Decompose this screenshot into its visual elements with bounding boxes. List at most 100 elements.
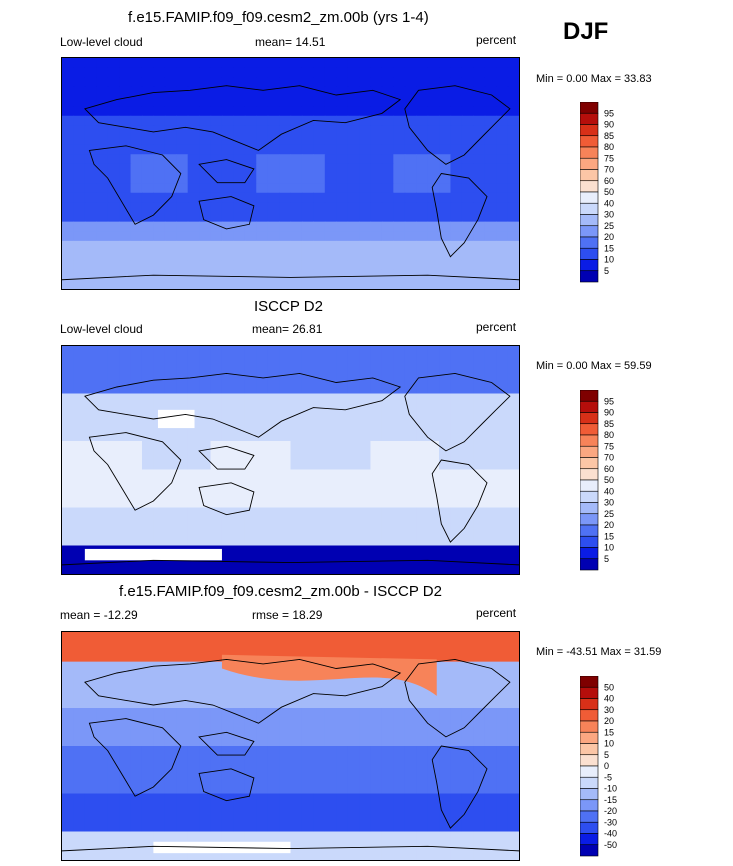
panel3-rmse-label: rmse = 18.29: [252, 608, 323, 622]
panel1-units-label: percent: [476, 33, 517, 47]
colorbar-tick-label: 10: [604, 543, 614, 553]
coastline: [404, 658, 511, 738]
panel2-mean-label: mean= 26.81: [252, 322, 323, 336]
panel3-mean-label: mean = -12.29: [60, 608, 138, 622]
colorbar-box: [580, 112, 599, 125]
colorbar-tick-label: 70: [604, 165, 614, 175]
panel3-map: [61, 631, 520, 861]
panel2-minmax: Min = 0.00 Max = 59.59: [536, 360, 652, 372]
colorbar-tick-label: 85: [604, 131, 614, 141]
colorbar-box: [580, 720, 599, 733]
colorbar-box: [580, 434, 599, 447]
colorbar-tick-label: -5: [604, 772, 612, 782]
colorbar-tick-label: 95: [604, 108, 614, 118]
panel3-units-label: percent: [476, 606, 517, 620]
colorbar-tick-label: 50: [604, 475, 614, 485]
panel2-units-label: percent: [476, 320, 517, 334]
colorbar-tick-label: 85: [604, 419, 614, 429]
panel1-mean-label: mean= 14.51: [255, 35, 326, 49]
colorbar-box: [580, 754, 599, 767]
colorbar-tick-label: 70: [604, 453, 614, 463]
colorbar-box: [580, 558, 599, 571]
colorbar-tick-label: 5: [604, 554, 609, 564]
colorbar-box: [580, 180, 599, 193]
colorbar-tick-label: -15: [604, 795, 617, 805]
colorbar-box: [580, 821, 599, 834]
colorbar-box: [580, 468, 599, 481]
colorbar-tick-label: 25: [604, 509, 614, 519]
colorbar-tick-label: 40: [604, 694, 614, 704]
colorbar-box: [580, 698, 599, 711]
season-label: DJF: [563, 18, 609, 45]
colorbar-tick-label: 60: [604, 464, 614, 474]
panel1-map: [61, 57, 520, 290]
colorbar-box: [580, 102, 599, 114]
colorbar-box: [580, 547, 599, 560]
coastline: [84, 85, 402, 151]
colorbar-box: [580, 191, 599, 204]
colorbar-tick-label: 30: [604, 498, 614, 508]
panel2-title: ISCCP D2: [254, 298, 323, 315]
colorbar-box: [580, 833, 599, 846]
panel1-variable-label: Low-level cloud: [60, 35, 143, 49]
colorbar-tick-label: 80: [604, 142, 614, 152]
coastline: [88, 145, 182, 225]
colorbar-box: [580, 135, 599, 148]
panel1-minmax: Min = 0.00 Max = 33.83: [536, 73, 652, 85]
panel2-map: [61, 345, 520, 575]
colorbar-tick-label: 15: [604, 243, 614, 253]
colorbar-tick-label: 30: [604, 705, 614, 715]
colorbar-tick-label: 90: [604, 120, 614, 130]
colorbar-tick-label: 75: [604, 441, 614, 451]
coastline: [84, 658, 402, 724]
colorbar-box: [580, 146, 599, 159]
panel2-variable-label: Low-level cloud: [60, 322, 143, 336]
coastline: [62, 274, 519, 281]
colorbar-box: [580, 390, 599, 402]
coastline: [404, 372, 511, 452]
colorbar-tick-label: 0: [604, 761, 609, 771]
colorbar-box: [580, 844, 599, 857]
coastline: [198, 445, 255, 470]
colorbar-tick-label: 10: [604, 255, 614, 265]
colorbar-tick-label: 10: [604, 739, 614, 749]
colorbar-tick-label: 30: [604, 210, 614, 220]
coastline: [198, 196, 255, 230]
colorbar-box: [580, 202, 599, 215]
colorbar-box: [580, 731, 599, 744]
colorbar-box: [580, 709, 599, 722]
colorbar-tick-label: -10: [604, 784, 617, 794]
colorbar-box: [580, 490, 599, 503]
coastline: [198, 159, 255, 184]
coastline: [198, 731, 255, 756]
colorbar-box: [580, 513, 599, 526]
panel1-title: f.e15.FAMIP.f09_f09.cesm2_zm.00b (yrs 1-…: [128, 9, 429, 26]
coastline: [88, 432, 182, 511]
coastline: [88, 718, 182, 797]
coastline: [431, 173, 488, 258]
colorbar-tick-label: 15: [604, 531, 614, 541]
colorbar-tick-label: 90: [604, 408, 614, 418]
coastline: [62, 559, 519, 566]
colorbar-box: [580, 743, 599, 756]
coastline: [198, 768, 255, 802]
colorbar-box: [580, 535, 599, 548]
colorbar-tick-label: 60: [604, 176, 614, 186]
colorbar-box: [580, 776, 599, 789]
colorbar-tick-label: 5: [604, 750, 609, 760]
colorbar-box: [580, 810, 599, 823]
colorbar-box: [580, 765, 599, 778]
colorbar-box: [580, 225, 599, 238]
coastline: [84, 372, 402, 438]
colorbar-tick-label: 40: [604, 486, 614, 496]
coastline: [404, 85, 511, 165]
colorbar-box: [580, 400, 599, 413]
colorbar-box: [580, 502, 599, 515]
colorbar-box: [580, 157, 599, 170]
coastline: [62, 845, 519, 852]
colorbar-box: [580, 676, 599, 688]
colorbar-tick-label: 75: [604, 153, 614, 163]
